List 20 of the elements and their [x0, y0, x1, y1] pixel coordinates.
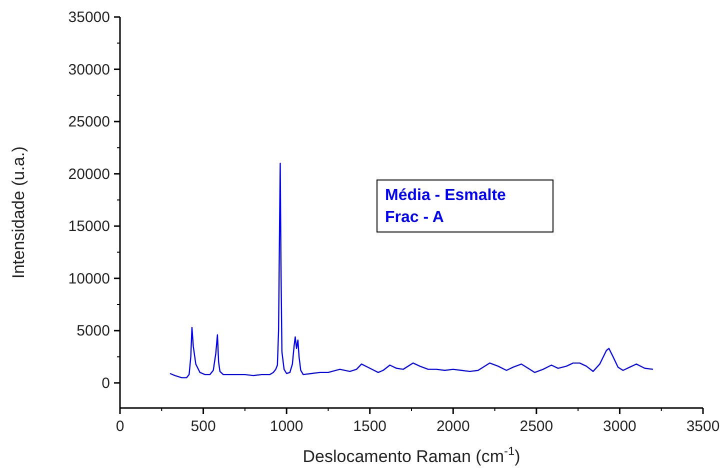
y-tick-label: 10000 [68, 270, 110, 288]
y-tick-label: 35000 [68, 9, 110, 26]
x-tick-label: 0 [116, 418, 124, 435]
x-tick-label: 1500 [353, 418, 387, 435]
x-tick-label: 3000 [603, 418, 636, 435]
y-tick-label: 25000 [68, 114, 110, 131]
x-tick-label: 1000 [270, 418, 304, 435]
annotation: Média - Esmalte Frac - A [385, 187, 506, 226]
y-tick-label: 15000 [68, 218, 110, 236]
x-tick-label: 3500 [686, 418, 720, 435]
y-tick-label: 30000 [68, 61, 110, 78]
x-axis-title: Deslocamento Raman (cm$^{-1}$) [302, 444, 520, 466]
y-axis-title: Intensidade (u.a.) [9, 146, 28, 279]
y-tick-label: 5000 [76, 322, 110, 340]
x-tick-label: 500 [190, 418, 216, 435]
y-tick-label: 20000 [68, 166, 110, 183]
line-series [169, 162, 654, 378]
x-tick-label: 2000 [436, 418, 470, 435]
x-tick-label: 2500 [520, 418, 554, 435]
y-tick-label: 0 [102, 374, 110, 392]
